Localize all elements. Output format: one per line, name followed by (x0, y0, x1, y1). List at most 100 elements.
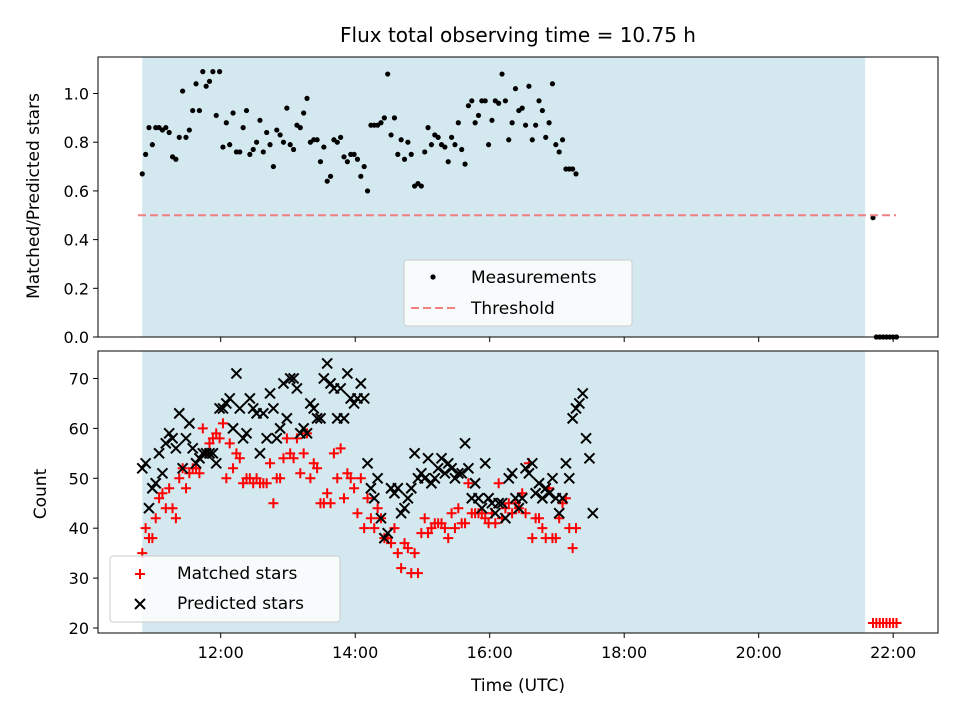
measurement-point (213, 112, 219, 119)
measurement-point (287, 142, 293, 148)
measurement-point (388, 132, 394, 138)
matched-point (197, 423, 208, 434)
predicted-point (156, 467, 169, 479)
predicted-point (166, 432, 179, 445)
measurement-point (536, 98, 542, 104)
measurement-point (183, 134, 189, 140)
predicted-point (257, 407, 270, 420)
measurement-point (559, 137, 566, 143)
predicted-point (469, 477, 481, 489)
measurement-point (274, 127, 280, 133)
measurement-point (354, 156, 361, 162)
predicted-point (506, 467, 518, 479)
axes-frame (97, 350, 939, 634)
measurement-point (280, 139, 287, 145)
predicted-point (418, 472, 431, 484)
measurement-point (260, 149, 266, 155)
measurement-point (139, 171, 145, 177)
matched-point (493, 478, 504, 489)
predicted-point (237, 432, 249, 445)
predicted-point (382, 527, 394, 539)
measurement-point (351, 151, 357, 157)
measurement-point (334, 139, 340, 145)
measurement-point (442, 144, 448, 150)
measurement-point (327, 173, 334, 179)
predicted-point (287, 372, 300, 385)
measurement-point (180, 88, 186, 94)
measurement-point (314, 137, 320, 143)
top-y-axis-label: Matched/Predicted stars (24, 93, 44, 299)
measurement-point (290, 146, 297, 153)
measurement-point (549, 81, 556, 87)
measurement-point (519, 105, 525, 111)
matched-point (281, 433, 292, 444)
matched-point (443, 533, 454, 544)
x-tick-label: 18:00 (601, 643, 647, 662)
predicted-point (583, 452, 596, 465)
predicted-point (540, 482, 552, 494)
matched-point (157, 488, 168, 499)
matched-point (570, 523, 581, 534)
predicted-point (207, 447, 219, 460)
counts-legend: Matched stars Predicted stars (109, 555, 341, 623)
measurement-point (267, 142, 273, 148)
predicted-point (570, 402, 582, 415)
predicted-point (160, 437, 172, 450)
measurement-point (324, 178, 330, 184)
predicted-point (405, 482, 417, 494)
predicted-point (153, 447, 165, 460)
matched-point (453, 503, 464, 514)
measurement-point (264, 129, 270, 136)
legend-matched-marker (135, 569, 145, 579)
measurement-point (381, 115, 387, 121)
predicted-point (301, 427, 313, 440)
measurement-point (462, 161, 468, 167)
predicted-point (277, 377, 290, 390)
predicted-point (271, 432, 283, 445)
predicted-point (254, 447, 266, 460)
measurement-point (398, 137, 404, 143)
predicted-point (180, 432, 192, 445)
measurement-point (395, 151, 401, 157)
matched-point (217, 418, 228, 429)
y-tick-label: 0.0 (64, 328, 89, 347)
y-tick-label: 60 (69, 419, 89, 438)
y-tick-label: 1.0 (64, 85, 89, 104)
measurement-point (186, 127, 192, 133)
matched-point (322, 488, 333, 499)
predicted-point (183, 417, 196, 430)
predicted-point (536, 492, 549, 504)
measurement-point (146, 125, 152, 131)
predicted-point (435, 452, 448, 465)
measurement-point (200, 69, 206, 75)
matched-point (167, 503, 178, 514)
predicted-point (234, 402, 246, 415)
matched-point (412, 568, 423, 579)
matched-point (339, 493, 350, 504)
matched-point (891, 618, 902, 629)
predicted-point (519, 462, 532, 474)
measurement-point (163, 125, 169, 131)
measurement-point (301, 110, 307, 116)
predicted-point (210, 457, 222, 470)
matched-point (325, 498, 336, 509)
measurement-point (143, 151, 149, 157)
predicted-point (281, 412, 293, 425)
predicted-point (321, 357, 333, 370)
predicted-point (220, 397, 233, 410)
measurement-point (485, 142, 492, 148)
predicted-point (146, 482, 159, 494)
y-tick-label: 70 (69, 369, 89, 388)
predicted-point (163, 427, 175, 440)
matched-point (396, 563, 407, 574)
ratio-legend: Measurements Threshold (403, 259, 633, 327)
predicted-point (449, 472, 461, 484)
matched-point (352, 508, 363, 519)
measurement-point (257, 117, 263, 123)
measurement-point (203, 83, 209, 89)
measurement-point (149, 142, 155, 148)
predicted-point (556, 492, 569, 504)
measurement-point (489, 117, 495, 123)
measurement-point (455, 120, 461, 126)
